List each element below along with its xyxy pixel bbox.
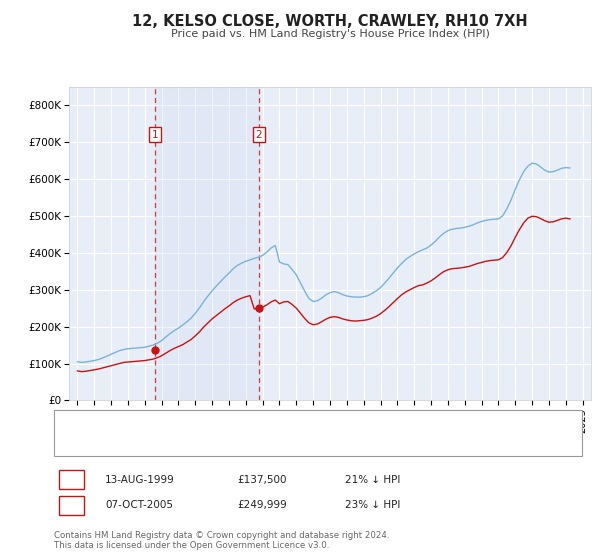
Text: £249,999: £249,999: [237, 500, 287, 510]
Text: Price paid vs. HM Land Registry's House Price Index (HPI): Price paid vs. HM Land Registry's House …: [170, 29, 490, 39]
Text: £137,500: £137,500: [237, 475, 287, 485]
Text: 12, KELSO CLOSE, WORTH, CRAWLEY, RH10 7XH: 12, KELSO CLOSE, WORTH, CRAWLEY, RH10 7X…: [132, 14, 528, 29]
Text: 1: 1: [152, 130, 158, 140]
Text: 23% ↓ HPI: 23% ↓ HPI: [345, 500, 400, 510]
Bar: [155, 87, 259, 400]
Text: 21% ↓ HPI: 21% ↓ HPI: [345, 475, 400, 485]
Text: 2: 2: [68, 500, 75, 510]
Text: 13-AUG-1999: 13-AUG-1999: [105, 475, 175, 485]
Text: 12, KELSO CLOSE, WORTH, CRAWLEY, RH10 7XH (detached house): 12, KELSO CLOSE, WORTH, CRAWLEY, RH10 7X…: [105, 418, 452, 428]
Text: 07-OCT-2005: 07-OCT-2005: [105, 500, 173, 510]
Text: 1: 1: [68, 475, 75, 485]
Text: HPI: Average price, detached house, Crawley: HPI: Average price, detached house, Craw…: [105, 440, 340, 450]
Text: Contains HM Land Registry data © Crown copyright and database right 2024.
This d: Contains HM Land Registry data © Crown c…: [54, 531, 389, 550]
Text: 2: 2: [256, 130, 262, 140]
